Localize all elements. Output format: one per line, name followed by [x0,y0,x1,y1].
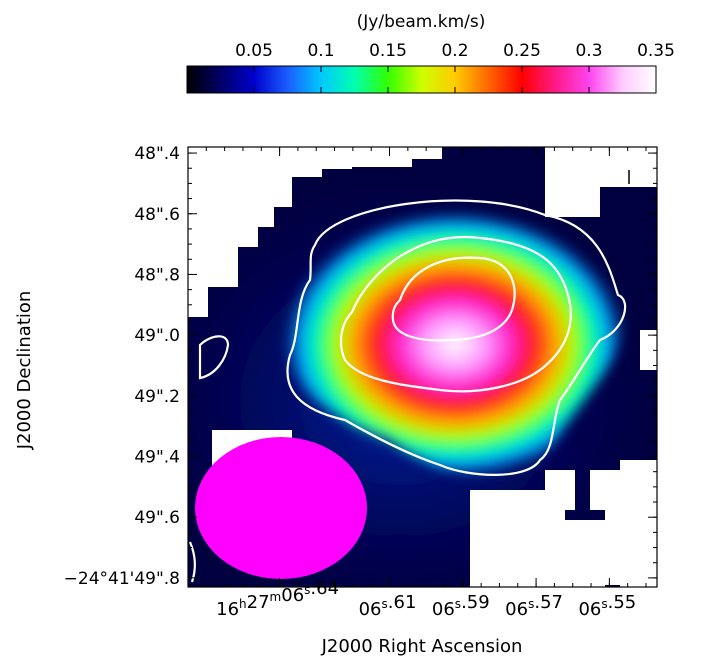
blank-pixel [545,470,575,510]
y-tick-label: 49".6 [134,508,180,528]
colorbar-tick-label: 0.2 [441,41,468,61]
x-axis-label: J2000 Right Ascension [321,636,523,657]
colorbar-tick-label: 0.25 [503,41,541,61]
x-tick-label: 06s.55 [578,592,636,620]
x-tick-label: 06s.61 [359,592,417,620]
beam-ellipse [195,437,367,579]
blank-pixel [412,147,442,159]
x-tick-label: 06s.59 [432,592,490,620]
contour-level-3 [391,256,516,342]
blank-pixel [238,147,258,247]
blank-pixel [565,520,605,587]
x-tick-label: 16h27m06s.64 [216,578,339,620]
blank-pixel [545,147,600,217]
blank-pixel [292,147,322,177]
contour-level-1 [286,199,627,476]
y-axis-label: J2000 Declination [14,291,35,451]
y-tick-label: 49".2 [134,387,180,407]
blank-pixel [188,147,238,287]
plot-frame [187,146,658,588]
y-tick-label: 49".0 [134,326,180,346]
y-tick-label: −24°41'49".8 [64,569,180,589]
colorbar-tick-label: 0.15 [369,41,407,61]
contour-level-2 [339,235,572,393]
colorbar-tick-label: 0.35 [637,41,675,61]
blank-pixel [605,500,625,585]
blank-pixel [640,330,657,370]
contour-level-1-corner [188,541,196,583]
contour-level-1-island [198,335,230,380]
intensity-map [188,147,657,587]
colorbar-strip [186,65,657,94]
contours [188,199,627,583]
blank-pixel [620,460,657,587]
x-tick-labels: 16h27m06s.64 06s.61 06s.59 06s.57 06s.55 [216,578,636,620]
y-tick-label: 48".4 [134,144,180,164]
y-tick-label: 48".8 [134,265,180,285]
blank-pixel [188,287,208,317]
blank-pixel [322,147,352,169]
blank-pixel [352,147,412,167]
axis-ticks [188,147,657,587]
colorbar-tick-label: 0.1 [307,41,334,61]
colorbar: (Jy/beam.km/s) 0.05 0.1 0.15 0.2 0.25 0.3 0.35 [186,12,675,94]
map-emission-core [280,208,630,481]
blank-pixel [274,147,292,207]
blank-pixel [258,147,274,227]
colorbar-label: (Jy/beam.km/s) [357,12,486,32]
colorbar-tick-label: 0.05 [235,41,273,61]
y-tick-label: 48".6 [134,205,180,225]
y-tick-label: 49".4 [134,448,180,468]
x-tick-label: 06s.57 [505,592,563,620]
colorbar-tick-labels: 0.05 0.1 0.15 0.2 0.25 0.3 0.35 [235,41,675,61]
colorbar-ticks [253,66,657,93]
colorbar-tick-label: 0.3 [575,41,602,61]
y-tick-labels: 48".4 48".6 48".8 49".0 49".2 49".4 49".6 −24°4… [64,144,180,589]
